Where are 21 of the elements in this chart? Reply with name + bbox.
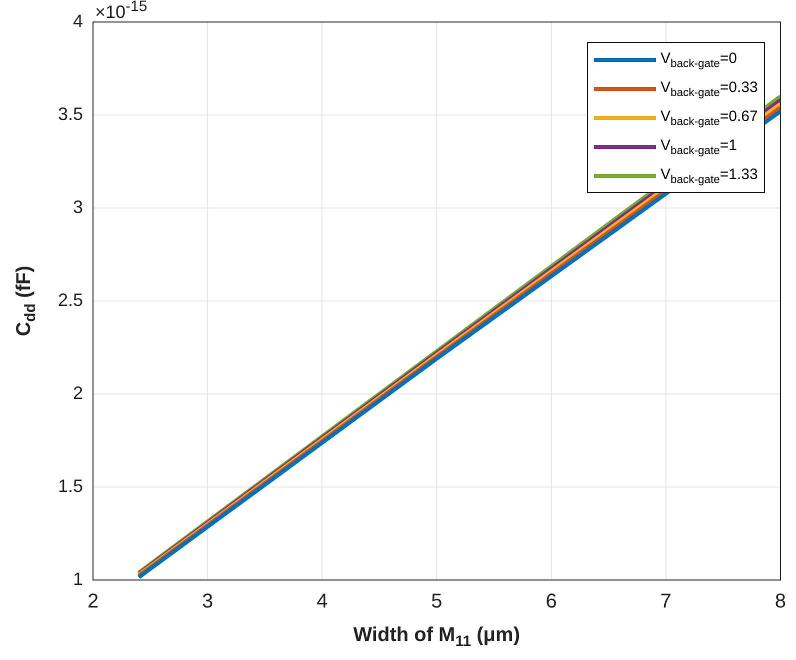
legend-label: V$_{back-gate}$=0.33 [660,78,758,98]
legend-label: V$_{back-gate}$=1.33 [660,166,758,186]
y-tick-label: 1 [72,568,83,589]
legend-label: V$_{back-gate}$=0.67 [660,108,758,128]
x-axis-title: Width of M$_{11}$ (μm) [353,624,520,650]
x-tick-label: 5 [431,590,442,613]
y-tick-label: 2.5 [58,290,83,310]
y-tick-label: 1.5 [58,476,83,496]
legend-label: V$_{back-gate}$=0 [660,50,737,70]
x-tick-label: 4 [316,590,328,613]
legend-label: V$_{back-gate}$=1 [660,136,737,156]
y-tick-label: 2 [72,382,83,403]
y-tick-label: 4 [72,10,83,31]
x-tick-label: 3 [202,590,214,613]
x-tick-label: 7 [660,590,672,613]
x-tick-label: 2 [87,590,99,613]
y-tick-label: 3 [72,196,83,217]
annotation: ×10$^{-15}$ [95,0,148,23]
x-tick-label: 6 [546,590,557,613]
x-tick-label: 8 [774,590,786,613]
y-tick-label: 3.5 [58,104,83,124]
